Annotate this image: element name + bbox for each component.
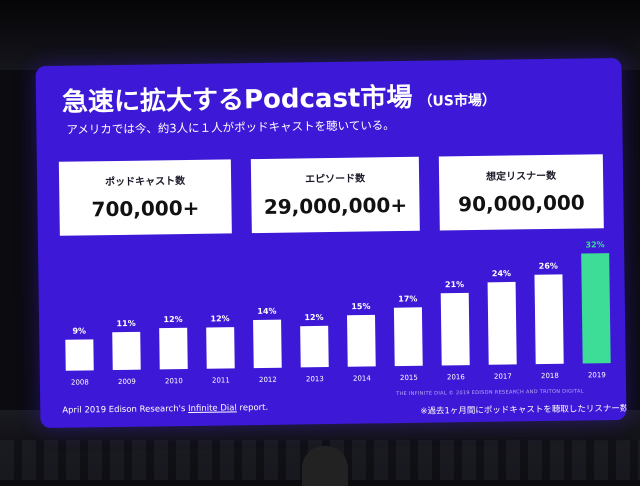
bar-2013	[300, 325, 329, 368]
source-report-title: Infinite Dial	[187, 403, 237, 415]
data-label-2011: 12%	[210, 314, 229, 323]
bar-2010	[159, 327, 188, 370]
source-prefix: April 2019 Edison Research's	[62, 404, 189, 416]
x-tick-2014: 2014	[353, 374, 371, 382]
source-suffix: report.	[236, 402, 269, 414]
x-tick-2010: 2010	[165, 377, 183, 385]
x-tick-2017: 2017	[494, 372, 512, 380]
x-tick-2019: 2019	[588, 371, 606, 379]
data-label-2012: 14%	[257, 307, 276, 316]
x-tick-2013: 2013	[306, 375, 324, 383]
x-tick-2011: 2011	[212, 376, 230, 384]
presentation-slide: 急速に拡大するPodcast市場 （US市場） アメリカでは今、約3人に１人がポッ…	[35, 57, 627, 429]
x-tick-2018: 2018	[541, 372, 559, 380]
bar-2017	[487, 281, 517, 365]
x-tick-2015: 2015	[400, 374, 418, 382]
data-label-2018: 26%	[539, 261, 558, 270]
bar-2012	[253, 319, 282, 369]
data-label-2010: 12%	[163, 315, 182, 324]
data-label-2008: 9%	[72, 326, 86, 335]
data-label-2013: 12%	[304, 313, 323, 322]
x-tick-2016: 2016	[447, 373, 465, 381]
data-label-2009: 11%	[116, 319, 135, 328]
bar-2016	[440, 292, 470, 366]
bar-2011	[206, 327, 235, 369]
bar-2018	[534, 274, 564, 365]
x-tick-2012: 2012	[259, 376, 277, 384]
listener-share-bar-chart: 9% 2008 11% 2009 12% 2010 12% 2011 14% 2012 12% 201…	[65, 240, 611, 387]
bar-2019	[581, 253, 611, 364]
presenter-silhouette	[302, 446, 348, 486]
bar-2009	[112, 331, 141, 371]
x-tick-2009: 2009	[118, 378, 136, 386]
data-label-2017: 24%	[492, 269, 511, 278]
x-tick-2008: 2008	[71, 378, 89, 386]
data-label-2015: 17%	[398, 294, 417, 303]
data-label-2019: 32%	[585, 240, 604, 249]
data-label-2014: 15%	[351, 302, 370, 311]
data-label-2016: 21%	[445, 280, 464, 289]
bar-2014	[347, 314, 376, 367]
bar-2008	[65, 339, 94, 371]
bar-2015	[393, 307, 423, 367]
